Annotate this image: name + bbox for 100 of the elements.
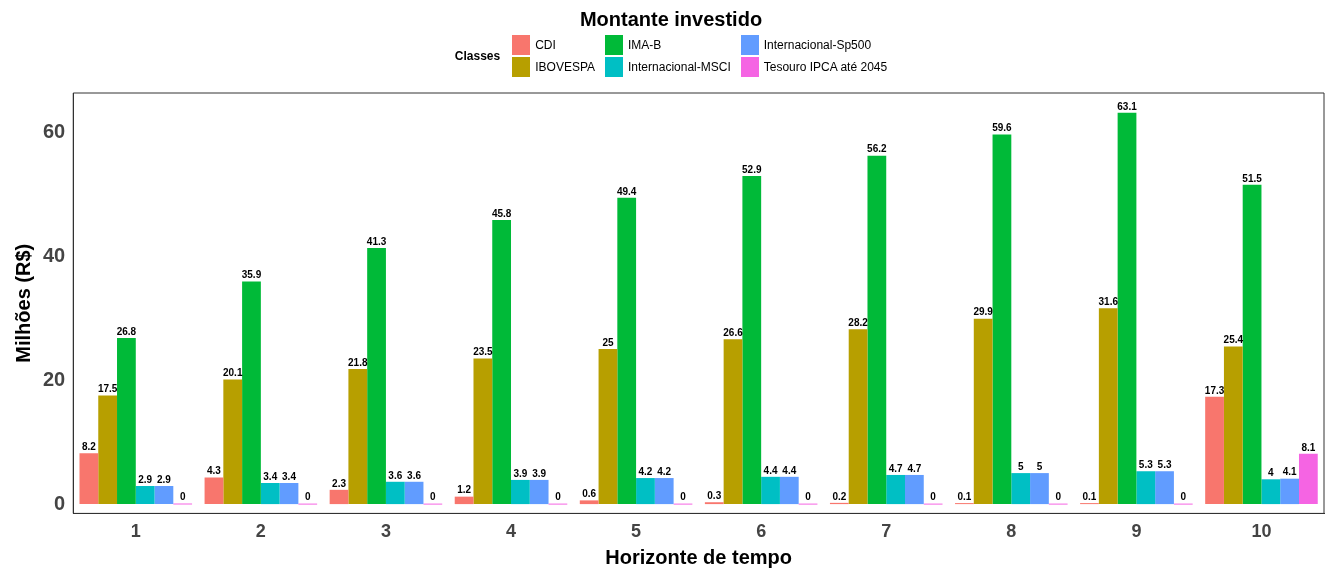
bar [1011, 473, 1031, 505]
bar [454, 496, 474, 505]
bar [617, 197, 637, 505]
bar [848, 329, 868, 505]
bar [723, 339, 743, 505]
bar [905, 474, 924, 505]
data-label: 3.6 [388, 469, 403, 481]
bar [867, 155, 887, 505]
bar [511, 479, 530, 505]
x-tick-label: 9 [1131, 521, 1142, 542]
y-tick-label: 0 [54, 491, 66, 514]
bar [242, 281, 261, 505]
data-label: 26.8 [116, 325, 137, 337]
data-label: 2.3 [332, 477, 347, 489]
x-tick-label: 3 [380, 521, 391, 542]
data-label: 5.3 [1157, 458, 1172, 470]
bar [117, 337, 136, 505]
data-label: 4.7 [888, 462, 903, 474]
data-label: 31.6 [1098, 295, 1119, 307]
data-label: 41.3 [366, 235, 387, 247]
data-label: 0 [430, 491, 437, 503]
data-label: 0.6 [582, 488, 597, 500]
data-label: 5 [1036, 460, 1043, 472]
data-label: 0 [304, 491, 311, 503]
data-label: 0 [555, 491, 562, 503]
data-label: 0 [179, 491, 186, 503]
x-axis-title: Horizonte de tempo [605, 545, 792, 568]
x-tick-label: 8 [1006, 521, 1017, 542]
bar [1117, 112, 1137, 505]
data-label: 25 [602, 336, 614, 348]
legend-label: CDI [535, 38, 556, 52]
bar [1242, 184, 1262, 505]
x-tick-label: 10 [1251, 521, 1272, 542]
data-label: 4.1 [1282, 466, 1297, 478]
bar [636, 478, 655, 505]
y-axis-title: Milhões (R$) [11, 243, 34, 363]
data-label: 0.1 [957, 490, 972, 502]
data-label: 4 [1268, 467, 1275, 479]
data-label: 3.4 [263, 470, 278, 482]
legend-label: Internacional-Sp500 [763, 38, 872, 52]
bar [598, 349, 618, 505]
data-label: 49.4 [616, 185, 637, 197]
data-label: 3.9 [513, 467, 528, 479]
data-label: 35.9 [241, 269, 262, 281]
y-tick-label: 60 [43, 119, 66, 142]
legend-label: Internacional-MSCI [628, 60, 731, 74]
data-label: 4.2 [657, 465, 672, 477]
data-label: 28.2 [848, 316, 869, 328]
data-label: 56.2 [867, 143, 888, 155]
data-label: 8.1 [1301, 441, 1316, 453]
data-label: 0 [930, 491, 937, 503]
data-label: 3.6 [407, 469, 422, 481]
bar [404, 481, 424, 505]
legend-label: IBOVESPA [535, 60, 596, 74]
data-label: 4.2 [638, 465, 653, 477]
bar [329, 489, 349, 505]
data-label: 29.9 [973, 306, 994, 318]
data-label: 0 [1180, 491, 1187, 503]
bar [973, 318, 993, 505]
bar [1280, 478, 1299, 505]
bar [1223, 346, 1243, 505]
data-label: 0.1 [1082, 490, 1097, 502]
bar [579, 500, 599, 505]
data-label: 5 [1017, 460, 1024, 472]
bar [1155, 471, 1174, 505]
data-label: 17.3 [1204, 384, 1225, 396]
bar [1030, 473, 1049, 505]
data-label: 1.2 [457, 484, 472, 496]
x-tick-label: 1 [130, 521, 141, 542]
bar [654, 478, 674, 505]
data-label: 4.3 [207, 465, 222, 477]
data-label: 45.8 [491, 207, 512, 219]
bar [886, 474, 905, 505]
data-label: 4.7 [907, 462, 922, 474]
bar [367, 248, 386, 505]
bar [348, 368, 368, 505]
data-label: 52.9 [742, 163, 762, 175]
bar [98, 395, 118, 505]
legend-label: IMA-B [628, 38, 662, 52]
bar [260, 483, 280, 505]
data-label: 25.4 [1223, 334, 1244, 346]
bar [992, 134, 1012, 505]
data-label: 0.2 [832, 490, 847, 502]
x-tick-label: 2 [255, 521, 266, 542]
data-label: 0.3 [707, 489, 722, 501]
bar [529, 479, 549, 505]
bar [779, 476, 799, 505]
bar [1136, 471, 1156, 505]
y-tick-label: 20 [43, 367, 66, 390]
data-label: 2.9 [156, 473, 172, 485]
data-label: 4.4 [763, 464, 778, 476]
bar [279, 483, 299, 505]
bar [761, 476, 780, 505]
data-label: 0 [1055, 491, 1062, 503]
bar [79, 453, 99, 505]
bar [473, 358, 493, 505]
data-label: 17.5 [97, 383, 118, 395]
x-tick-label: 5 [631, 521, 642, 542]
bar [742, 176, 762, 505]
data-label: 51.5 [1242, 172, 1263, 184]
